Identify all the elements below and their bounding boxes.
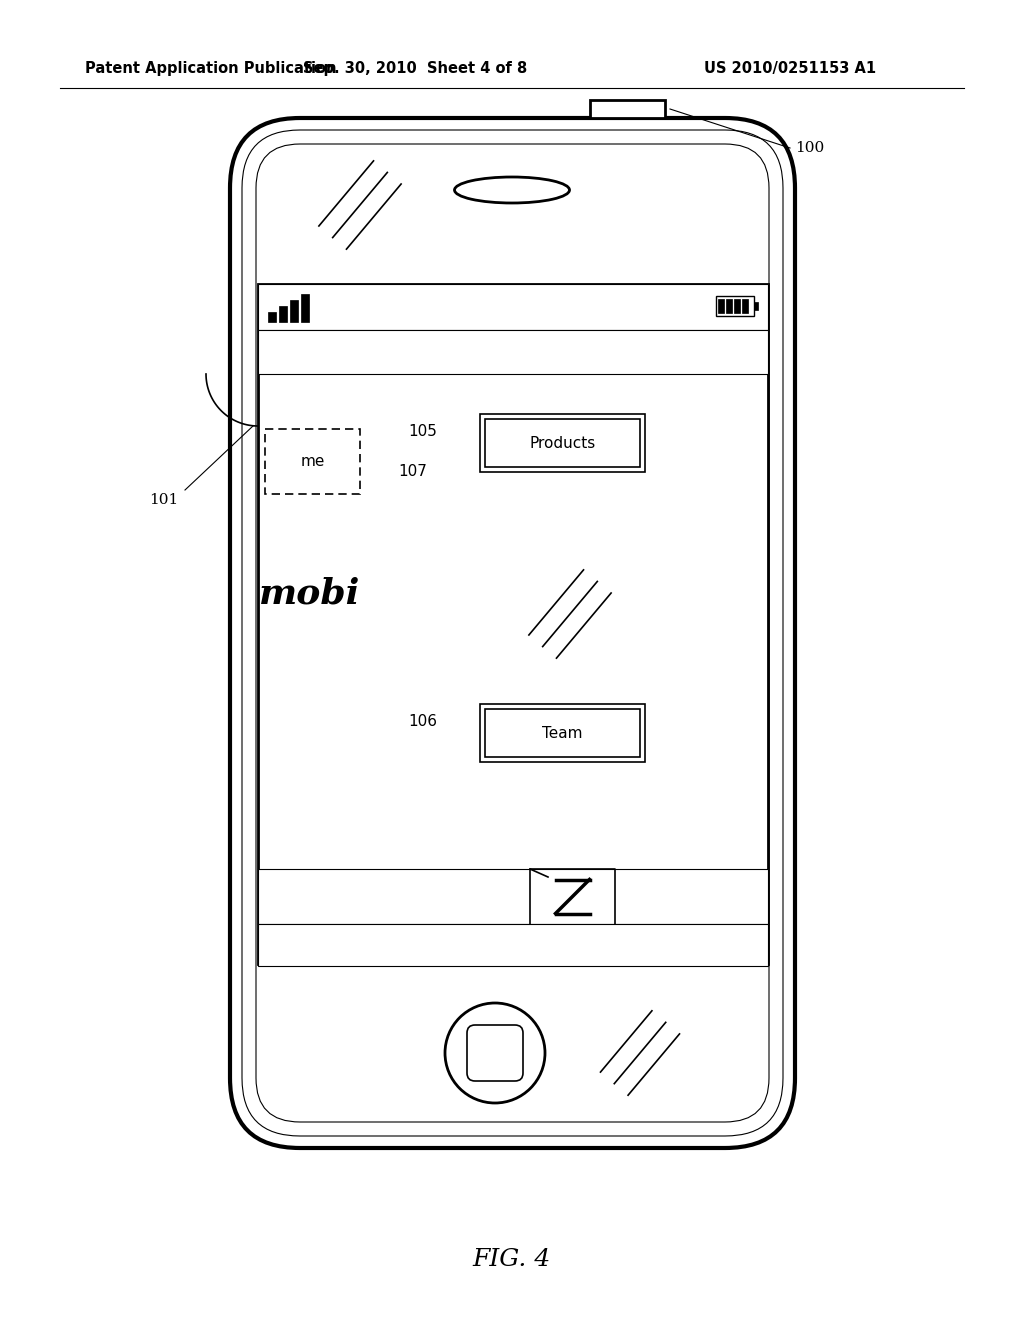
Text: Sep. 30, 2010  Sheet 4 of 8: Sep. 30, 2010 Sheet 4 of 8 (303, 61, 527, 75)
Bar (718, 300, 724, 313)
Text: me: me (300, 454, 325, 469)
Text: Patent Application Publication: Patent Application Publication (85, 61, 337, 75)
Bar (480, 704, 645, 762)
FancyBboxPatch shape (230, 117, 795, 1148)
Ellipse shape (455, 177, 569, 203)
Bar (258, 869, 768, 924)
Text: Team: Team (543, 726, 583, 741)
Text: 107: 107 (398, 465, 427, 479)
Bar (480, 414, 645, 473)
Bar (485, 418, 640, 467)
Text: 105: 105 (409, 424, 437, 438)
Text: US 2010/0251153 A1: US 2010/0251153 A1 (703, 61, 877, 75)
Bar (301, 294, 309, 322)
Bar (268, 312, 276, 322)
Text: 102: 102 (499, 345, 527, 359)
Text: FIG. 4: FIG. 4 (473, 1249, 551, 1271)
Text: 106: 106 (408, 714, 437, 729)
Bar (258, 284, 768, 964)
Bar (279, 306, 287, 322)
Bar (742, 300, 748, 313)
Bar (716, 296, 754, 315)
Text: 101: 101 (148, 492, 178, 507)
Bar (485, 709, 640, 756)
Text: 10:23 AM: 10:23 AM (483, 301, 543, 314)
Bar (258, 330, 768, 374)
Bar (258, 924, 768, 966)
Text: Products: Products (529, 436, 596, 450)
Bar (754, 302, 758, 310)
FancyBboxPatch shape (467, 1026, 523, 1081)
Ellipse shape (445, 1003, 545, 1104)
Bar (265, 429, 360, 494)
Bar (734, 300, 740, 313)
Text: 100: 100 (795, 141, 824, 154)
Text: mobi: mobi (259, 577, 360, 611)
Text: Carrier: Carrier (319, 301, 362, 314)
Bar (290, 300, 298, 322)
Bar (726, 300, 732, 313)
Bar (258, 284, 768, 330)
Bar (590, 100, 665, 117)
